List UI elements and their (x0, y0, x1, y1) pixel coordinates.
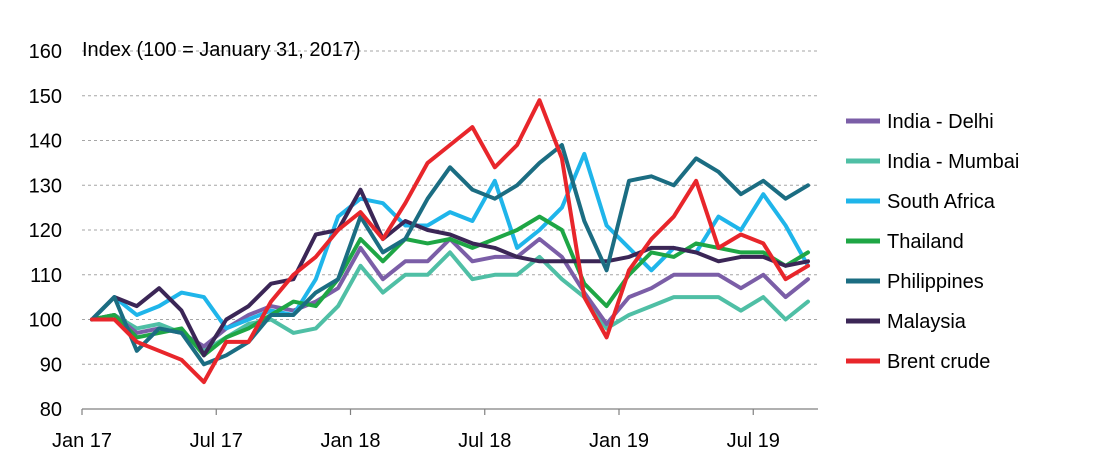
grid-lines (82, 50, 818, 365)
series-lines (90, 98, 810, 385)
y-tick-label: 90 (40, 354, 62, 376)
x-tick-label: Jan 19 (589, 430, 649, 452)
legend-item: India - Delhi (846, 111, 994, 133)
x-tick-label: Jan 18 (320, 430, 380, 452)
legend-label: Philippines (887, 271, 984, 293)
legend-label: Brent crude (887, 351, 990, 373)
legend-label: Malaysia (887, 311, 967, 333)
y-tick-label: 150 (29, 86, 62, 108)
y-tick-label: 130 (29, 175, 62, 197)
legend-item: India - Mumbai (846, 151, 1019, 173)
legend-label: India - Mumbai (887, 151, 1019, 173)
legend-item: South Africa (846, 191, 996, 213)
x-tick-label: Jul 17 (190, 430, 243, 452)
series-line-brent-crude (90, 98, 810, 385)
y-tick-label: 100 (29, 310, 62, 332)
x-tick-label: Jan 17 (52, 430, 112, 452)
series-line-india-mumbai (90, 250, 810, 353)
y-tick-label: 120 (29, 220, 62, 242)
legend-item: Philippines (846, 271, 984, 293)
series-line-thailand (90, 214, 810, 358)
x-tick-label: Jul 19 (727, 430, 780, 452)
x-axis: Jan 17 Jul 17 Jan 18 Jul 18 Jan 19 Jul 19 (52, 408, 818, 452)
legend-item: Thailand (846, 231, 964, 253)
legend-label: South Africa (887, 191, 996, 213)
x-tick-label: Jul 18 (458, 430, 511, 452)
series-line-philippines (90, 143, 810, 367)
legend-label: Thailand (887, 231, 964, 253)
y-axis-label: Index (100 = January 31, 2017) (82, 39, 361, 61)
legend-item: Malaysia (846, 311, 967, 333)
y-tick-label: 80 (40, 399, 62, 421)
y-axis: 80 90 100 110 120 130 140 150 160 (29, 41, 62, 421)
series-line-malaysia (90, 187, 810, 358)
y-tick-label: 140 (29, 131, 62, 153)
y-tick-label: 110 (30, 265, 62, 287)
legend-item: Brent crude (846, 351, 990, 373)
legend: India - Delhi India - Mumbai South Africa T… (846, 111, 1019, 373)
y-tick-label: 160 (29, 41, 62, 63)
legend-label: India - Delhi (887, 111, 994, 133)
